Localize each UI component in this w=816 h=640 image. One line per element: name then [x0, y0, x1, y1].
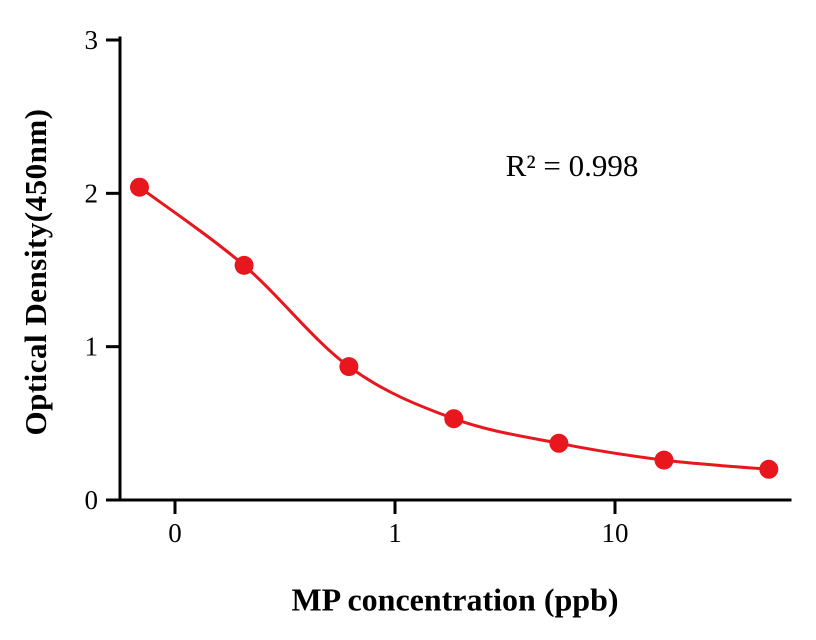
- x-axis-title: MP concentration (ppb): [291, 581, 619, 618]
- y-axis-title: Optical Density(450nm): [18, 108, 53, 436]
- data-point: [654, 450, 674, 470]
- x-tick-label: 1: [388, 518, 402, 548]
- data-point: [339, 357, 359, 377]
- data-point: [130, 177, 149, 197]
- data-point: [759, 459, 779, 479]
- data-point: [549, 433, 569, 453]
- data-point: [234, 255, 254, 275]
- x-tick-label: 10: [602, 518, 629, 548]
- y-tick-label: 3: [85, 25, 99, 55]
- r-squared-annotation: R² = 0.998: [505, 148, 639, 183]
- data-point: [444, 409, 464, 429]
- y-tick-label: 0: [85, 485, 99, 515]
- y-tick-label: 2: [85, 178, 99, 208]
- x-tick-label: 0: [168, 518, 182, 548]
- y-tick-label: 1: [85, 332, 99, 362]
